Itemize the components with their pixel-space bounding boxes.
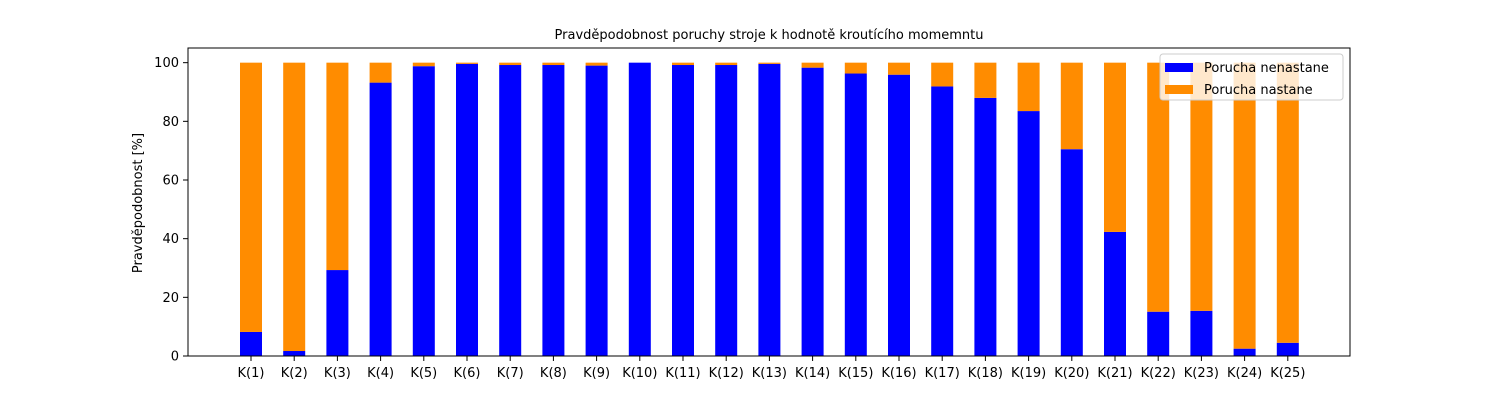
- bar-segment-nastane: [1104, 62, 1126, 232]
- y-tick-label: 40: [162, 232, 179, 247]
- x-tick-label: K(13): [752, 366, 787, 381]
- x-tick-label: K(23): [1184, 366, 1219, 381]
- bar-segment-nastane: [456, 62, 478, 64]
- bar-segment-nastane: [326, 62, 349, 271]
- bar-segment-nenastane: [931, 86, 954, 357]
- legend-swatch: [1165, 63, 1193, 72]
- bar-segment-nastane: [542, 62, 565, 66]
- legend-label: Porucha nenastane: [1204, 61, 1329, 76]
- bar-segment-nenastane: [672, 65, 694, 356]
- legend-swatch: [1165, 85, 1193, 94]
- bar-segment-nenastane: [1190, 310, 1213, 356]
- bar-segment-nenastane: [888, 74, 910, 356]
- x-tick-label: K(2): [281, 366, 308, 381]
- bar-segment-nenastane: [1104, 231, 1126, 356]
- bar-segment-nastane: [1060, 62, 1083, 150]
- x-tick-label: K(24): [1227, 366, 1262, 381]
- x-tick-label: K(12): [709, 366, 744, 381]
- x-tick-label: K(22): [1141, 366, 1176, 381]
- bar-segment-nastane: [1190, 62, 1213, 311]
- bar-segment-nastane: [412, 62, 435, 67]
- x-tick-label: K(18): [968, 366, 1003, 381]
- bar-segment-nastane: [715, 62, 738, 66]
- bar-segment-nastane: [283, 62, 306, 352]
- bar-segment-nenastane: [1147, 311, 1170, 356]
- bars-layer: [240, 62, 1299, 357]
- x-tick-label: K(25): [1270, 366, 1305, 381]
- bar-segment-nenastane: [974, 97, 997, 357]
- legend-box: [1159, 53, 1344, 101]
- bar-segment-nenastane: [240, 331, 262, 356]
- bar-segment-nastane: [369, 62, 392, 83]
- bar-segment-nenastane: [412, 66, 435, 356]
- y-tick-label: 0: [171, 350, 179, 365]
- bar-segment-nenastane: [1276, 342, 1299, 356]
- x-tick-label: K(11): [665, 366, 700, 381]
- bar-segment-nenastane: [499, 65, 522, 356]
- chart-title: Pravděpodobnost poruchy stroje k hodnotě…: [555, 28, 984, 43]
- x-tick-label: K(21): [1097, 366, 1132, 381]
- bar-segment-nenastane: [283, 351, 306, 356]
- bar-segment-nenastane: [1233, 348, 1256, 356]
- bar-segment-nenastane: [801, 67, 824, 357]
- bar-segment-nastane: [844, 62, 867, 74]
- bar-segment-nastane: [585, 62, 608, 66]
- x-tick-label: K(20): [1054, 366, 1089, 381]
- bar-segment-nenastane: [758, 63, 781, 357]
- bar-segment-nastane: [672, 62, 694, 66]
- y-tick-label: 100: [154, 56, 179, 71]
- axes-layer: 0 20 40 60 80 100 K(1) K(2) K(3) K(4) K(5) K(6) K(7)…: [154, 47, 1351, 381]
- x-tick-label: K(1): [238, 366, 265, 381]
- x-tick-label: K(15): [838, 366, 873, 381]
- bar-segment-nastane: [974, 62, 997, 98]
- x-tick-label: K(9): [583, 366, 610, 381]
- bar-segment-nenastane: [628, 62, 651, 357]
- bar-segment-nenastane: [369, 82, 392, 357]
- bar-segment-nenastane: [1060, 149, 1083, 356]
- x-tick-label: K(14): [795, 366, 830, 381]
- bar-segment-nenastane: [542, 65, 565, 356]
- x-tick-label: K(6): [454, 366, 481, 381]
- legend: Porucha nenastane Porucha nastane: [1159, 53, 1344, 101]
- bar-segment-nenastane: [456, 63, 478, 357]
- bar-segment-nastane: [931, 62, 954, 87]
- bar-segment-nenastane: [326, 270, 349, 356]
- x-tick-label: K(7): [497, 366, 524, 381]
- bar-segment-nenastane: [585, 65, 608, 356]
- y-tick-label: 80: [162, 115, 179, 130]
- x-tick-label: K(17): [925, 366, 960, 381]
- bar-segment-nenastane: [715, 65, 738, 356]
- x-tick-label: K(8): [540, 366, 567, 381]
- bar-segment-nenastane: [1017, 111, 1040, 356]
- bar-segment-nastane: [1233, 62, 1256, 349]
- x-tick-label: K(19): [1011, 366, 1046, 381]
- x-tick-label: K(3): [324, 366, 351, 381]
- x-tick-label: K(5): [410, 366, 437, 381]
- legend-label: Porucha nastane: [1204, 83, 1313, 98]
- bar-segment-nastane: [888, 62, 910, 75]
- bar-segment-nastane: [1017, 62, 1040, 112]
- y-tick-label: 60: [162, 174, 179, 189]
- x-tick-label: K(10): [622, 366, 657, 381]
- x-tick-label: K(16): [881, 366, 916, 381]
- bar-segment-nastane: [1276, 62, 1299, 343]
- bar-segment-nastane: [1147, 62, 1170, 312]
- bar-segment-nenastane: [844, 73, 867, 357]
- bar-segment-nastane: [801, 62, 824, 68]
- bar-segment-nastane: [499, 62, 522, 66]
- bar-segment-nastane: [240, 62, 262, 332]
- x-tick-label: K(4): [367, 366, 394, 381]
- y-tick-label: 20: [162, 291, 179, 306]
- bar-segment-nastane: [758, 62, 781, 64]
- y-axis-label: Pravděpodobnost [%]: [131, 133, 146, 273]
